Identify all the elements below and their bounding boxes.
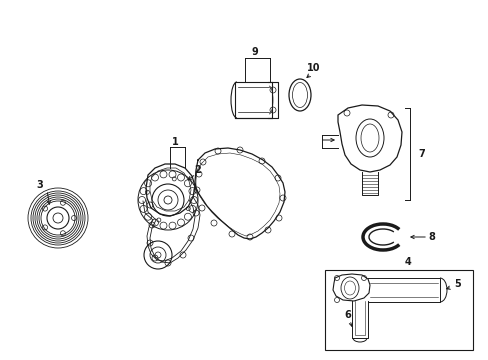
Bar — [325, 270, 472, 350]
Text: 6: 6 — [344, 310, 351, 320]
Text: 4: 4 — [404, 257, 410, 267]
Text: 3: 3 — [37, 180, 43, 190]
Text: 7: 7 — [418, 149, 425, 159]
Text: 10: 10 — [306, 63, 320, 73]
Text: 9: 9 — [251, 47, 258, 57]
Text: 2: 2 — [194, 165, 201, 175]
Text: 8: 8 — [427, 232, 434, 242]
Text: 5: 5 — [454, 279, 461, 289]
Text: 1: 1 — [171, 137, 178, 147]
